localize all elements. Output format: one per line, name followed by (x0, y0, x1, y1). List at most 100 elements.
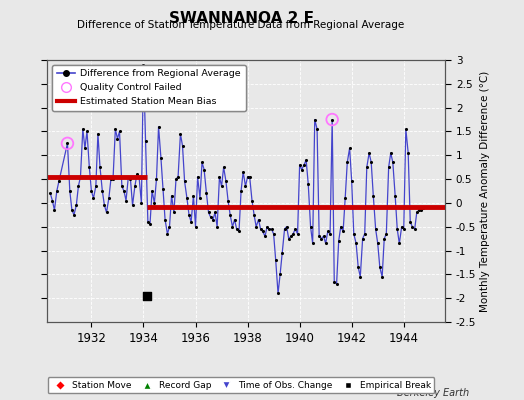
Point (406, 219, 414, 225)
Point (213, 224, 221, 230)
Point (250, 212, 258, 218)
Point (395, 240, 403, 246)
Point (215, 174, 224, 180)
Point (209, 216, 217, 223)
Point (245, 174, 254, 180)
Point (133, 171, 141, 178)
Point (52, 188, 61, 194)
Point (224, 197, 232, 204)
Point (274, 290, 282, 297)
Point (109, 176, 117, 182)
Point (242, 183, 250, 190)
Point (285, 236, 293, 242)
Point (150, 200, 159, 206)
Point (111, 126, 119, 132)
Text: Berkeley Earth: Berkeley Earth (397, 388, 469, 398)
Point (155, 124, 163, 130)
Point (148, 188, 156, 194)
Point (141, 138, 150, 144)
Point (92, 183, 100, 190)
Point (72, 202, 81, 208)
Point (276, 271, 285, 278)
Point (304, 181, 312, 187)
Point (139, 62, 148, 68)
Point (332, 281, 341, 287)
Point (307, 224, 315, 230)
Point (263, 224, 271, 230)
Point (280, 226, 289, 232)
Point (410, 226, 419, 232)
Point (271, 257, 280, 263)
Point (398, 224, 406, 230)
Point (120, 188, 128, 194)
Point (354, 264, 363, 270)
Point (387, 150, 395, 156)
Point (363, 164, 371, 170)
Point (105, 195, 113, 201)
Point (161, 216, 169, 223)
Point (313, 126, 321, 132)
Point (252, 224, 260, 230)
Point (100, 202, 108, 208)
Point (417, 207, 425, 213)
Point (404, 150, 412, 156)
Point (237, 188, 245, 194)
Point (135, 174, 143, 180)
Point (196, 195, 204, 201)
Point (254, 216, 263, 223)
Point (126, 176, 135, 182)
Point (239, 169, 247, 175)
Point (317, 236, 325, 242)
Point (261, 233, 269, 240)
Point (96, 164, 104, 170)
Point (419, 204, 428, 211)
Point (87, 188, 95, 194)
Point (193, 174, 202, 180)
Point (113, 135, 122, 142)
Point (159, 186, 167, 192)
Point (54, 178, 63, 185)
Point (278, 250, 287, 256)
Point (350, 231, 358, 237)
Point (258, 228, 267, 235)
Point (118, 183, 126, 190)
Point (198, 159, 206, 166)
Point (323, 228, 332, 235)
Point (298, 166, 306, 173)
Point (174, 174, 182, 180)
Point (189, 192, 198, 199)
Point (165, 224, 173, 230)
Point (293, 231, 302, 237)
Point (345, 145, 354, 151)
Point (358, 236, 367, 242)
Point (163, 231, 171, 237)
Point (235, 228, 243, 235)
Point (347, 178, 356, 185)
Legend: Station Move, Record Gap, Time of Obs. Change, Empirical Break: Station Move, Record Gap, Time of Obs. C… (48, 377, 434, 394)
Point (393, 226, 401, 232)
Point (48, 197, 57, 204)
Point (170, 209, 178, 216)
Point (352, 240, 361, 246)
Point (369, 192, 377, 199)
Point (185, 212, 193, 218)
Point (187, 219, 195, 225)
Point (98, 188, 106, 194)
Point (178, 142, 187, 149)
Point (130, 183, 139, 190)
Point (385, 164, 393, 170)
Point (206, 214, 215, 220)
Point (380, 236, 388, 242)
Point (74, 183, 83, 190)
Point (282, 224, 291, 230)
Point (167, 192, 176, 199)
Point (152, 176, 161, 182)
Point (143, 292, 151, 299)
Point (46, 190, 54, 196)
Point (191, 224, 200, 230)
Point (248, 197, 256, 204)
Point (157, 154, 165, 161)
Point (339, 228, 347, 235)
Point (115, 128, 124, 135)
Point (137, 200, 146, 206)
